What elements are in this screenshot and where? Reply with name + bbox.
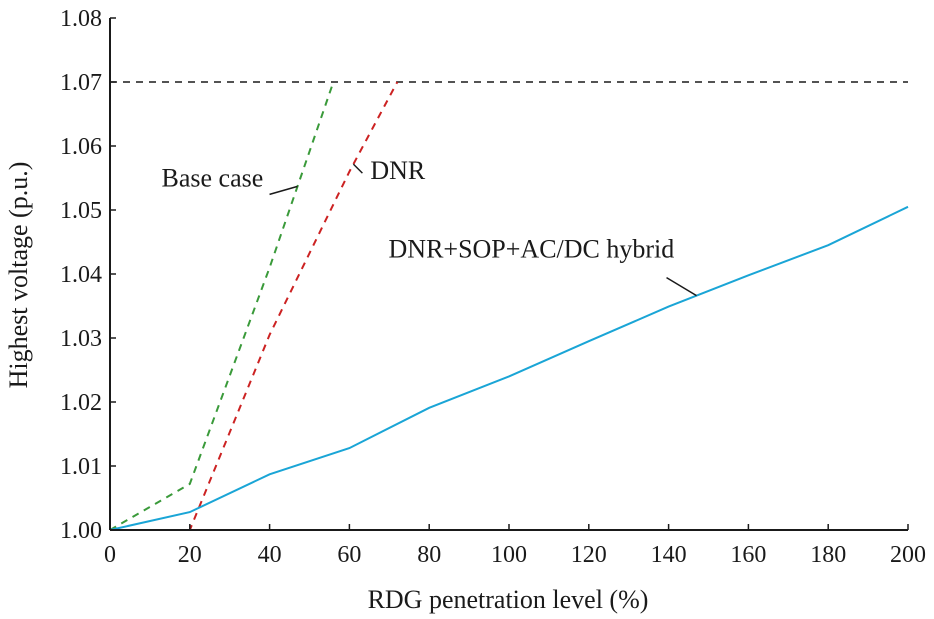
- y-tick-label: 1.00: [60, 518, 102, 544]
- axes-layer: [109, 18, 908, 531]
- series-line-0: [109, 81, 335, 531]
- series-line-2: [109, 205, 909, 531]
- ticks-layer: 0 20 40 60 80 100 120 140 160 180 200 1.00 1.01 1.02 1…: [60, 6, 926, 568]
- annotation-label: Base case: [162, 163, 264, 192]
- x-tick-label: 180: [810, 542, 846, 568]
- series-line-1: [110, 81, 399, 531]
- y-tick-label: 1.01: [60, 454, 102, 480]
- x-tick-label: 120: [571, 542, 607, 568]
- x-tick-label: 200: [890, 542, 926, 568]
- x-tick-label: 160: [730, 542, 766, 568]
- x-axis-title: RDG penetration level (%): [368, 585, 649, 614]
- annotation-label: DNR: [370, 156, 426, 185]
- x-tick-label: 100: [491, 542, 527, 568]
- annotation-leader: [666, 277, 697, 297]
- annotation-leader: [352, 163, 363, 174]
- x-tick-label: 20: [178, 542, 202, 568]
- x-tick-label: 140: [651, 542, 687, 568]
- annotation-leader: [269, 185, 298, 196]
- y-tick-label: 1.08: [60, 6, 102, 32]
- y-axis-title: Highest voltage (p.u.): [4, 162, 33, 389]
- annotation-layer: Base case DNR DNR+SOP+AC/DC hybrid: [162, 156, 697, 297]
- series-layer: [109, 81, 909, 531]
- x-tick-label: 80: [417, 542, 441, 568]
- y-tick-label: 1.05: [60, 198, 102, 224]
- y-tick-label: 1.03: [60, 326, 102, 352]
- x-tick-label: 40: [258, 542, 282, 568]
- y-tick-label: 1.04: [60, 262, 102, 288]
- y-tick-label: 1.07: [60, 70, 102, 96]
- x-tick-label: 0: [104, 542, 116, 568]
- annotation-label: DNR+SOP+AC/DC hybrid: [389, 235, 675, 264]
- y-tick-label: 1.02: [60, 390, 102, 416]
- y-tick-label: 1.06: [60, 134, 102, 160]
- x-tick-label: 60: [337, 542, 361, 568]
